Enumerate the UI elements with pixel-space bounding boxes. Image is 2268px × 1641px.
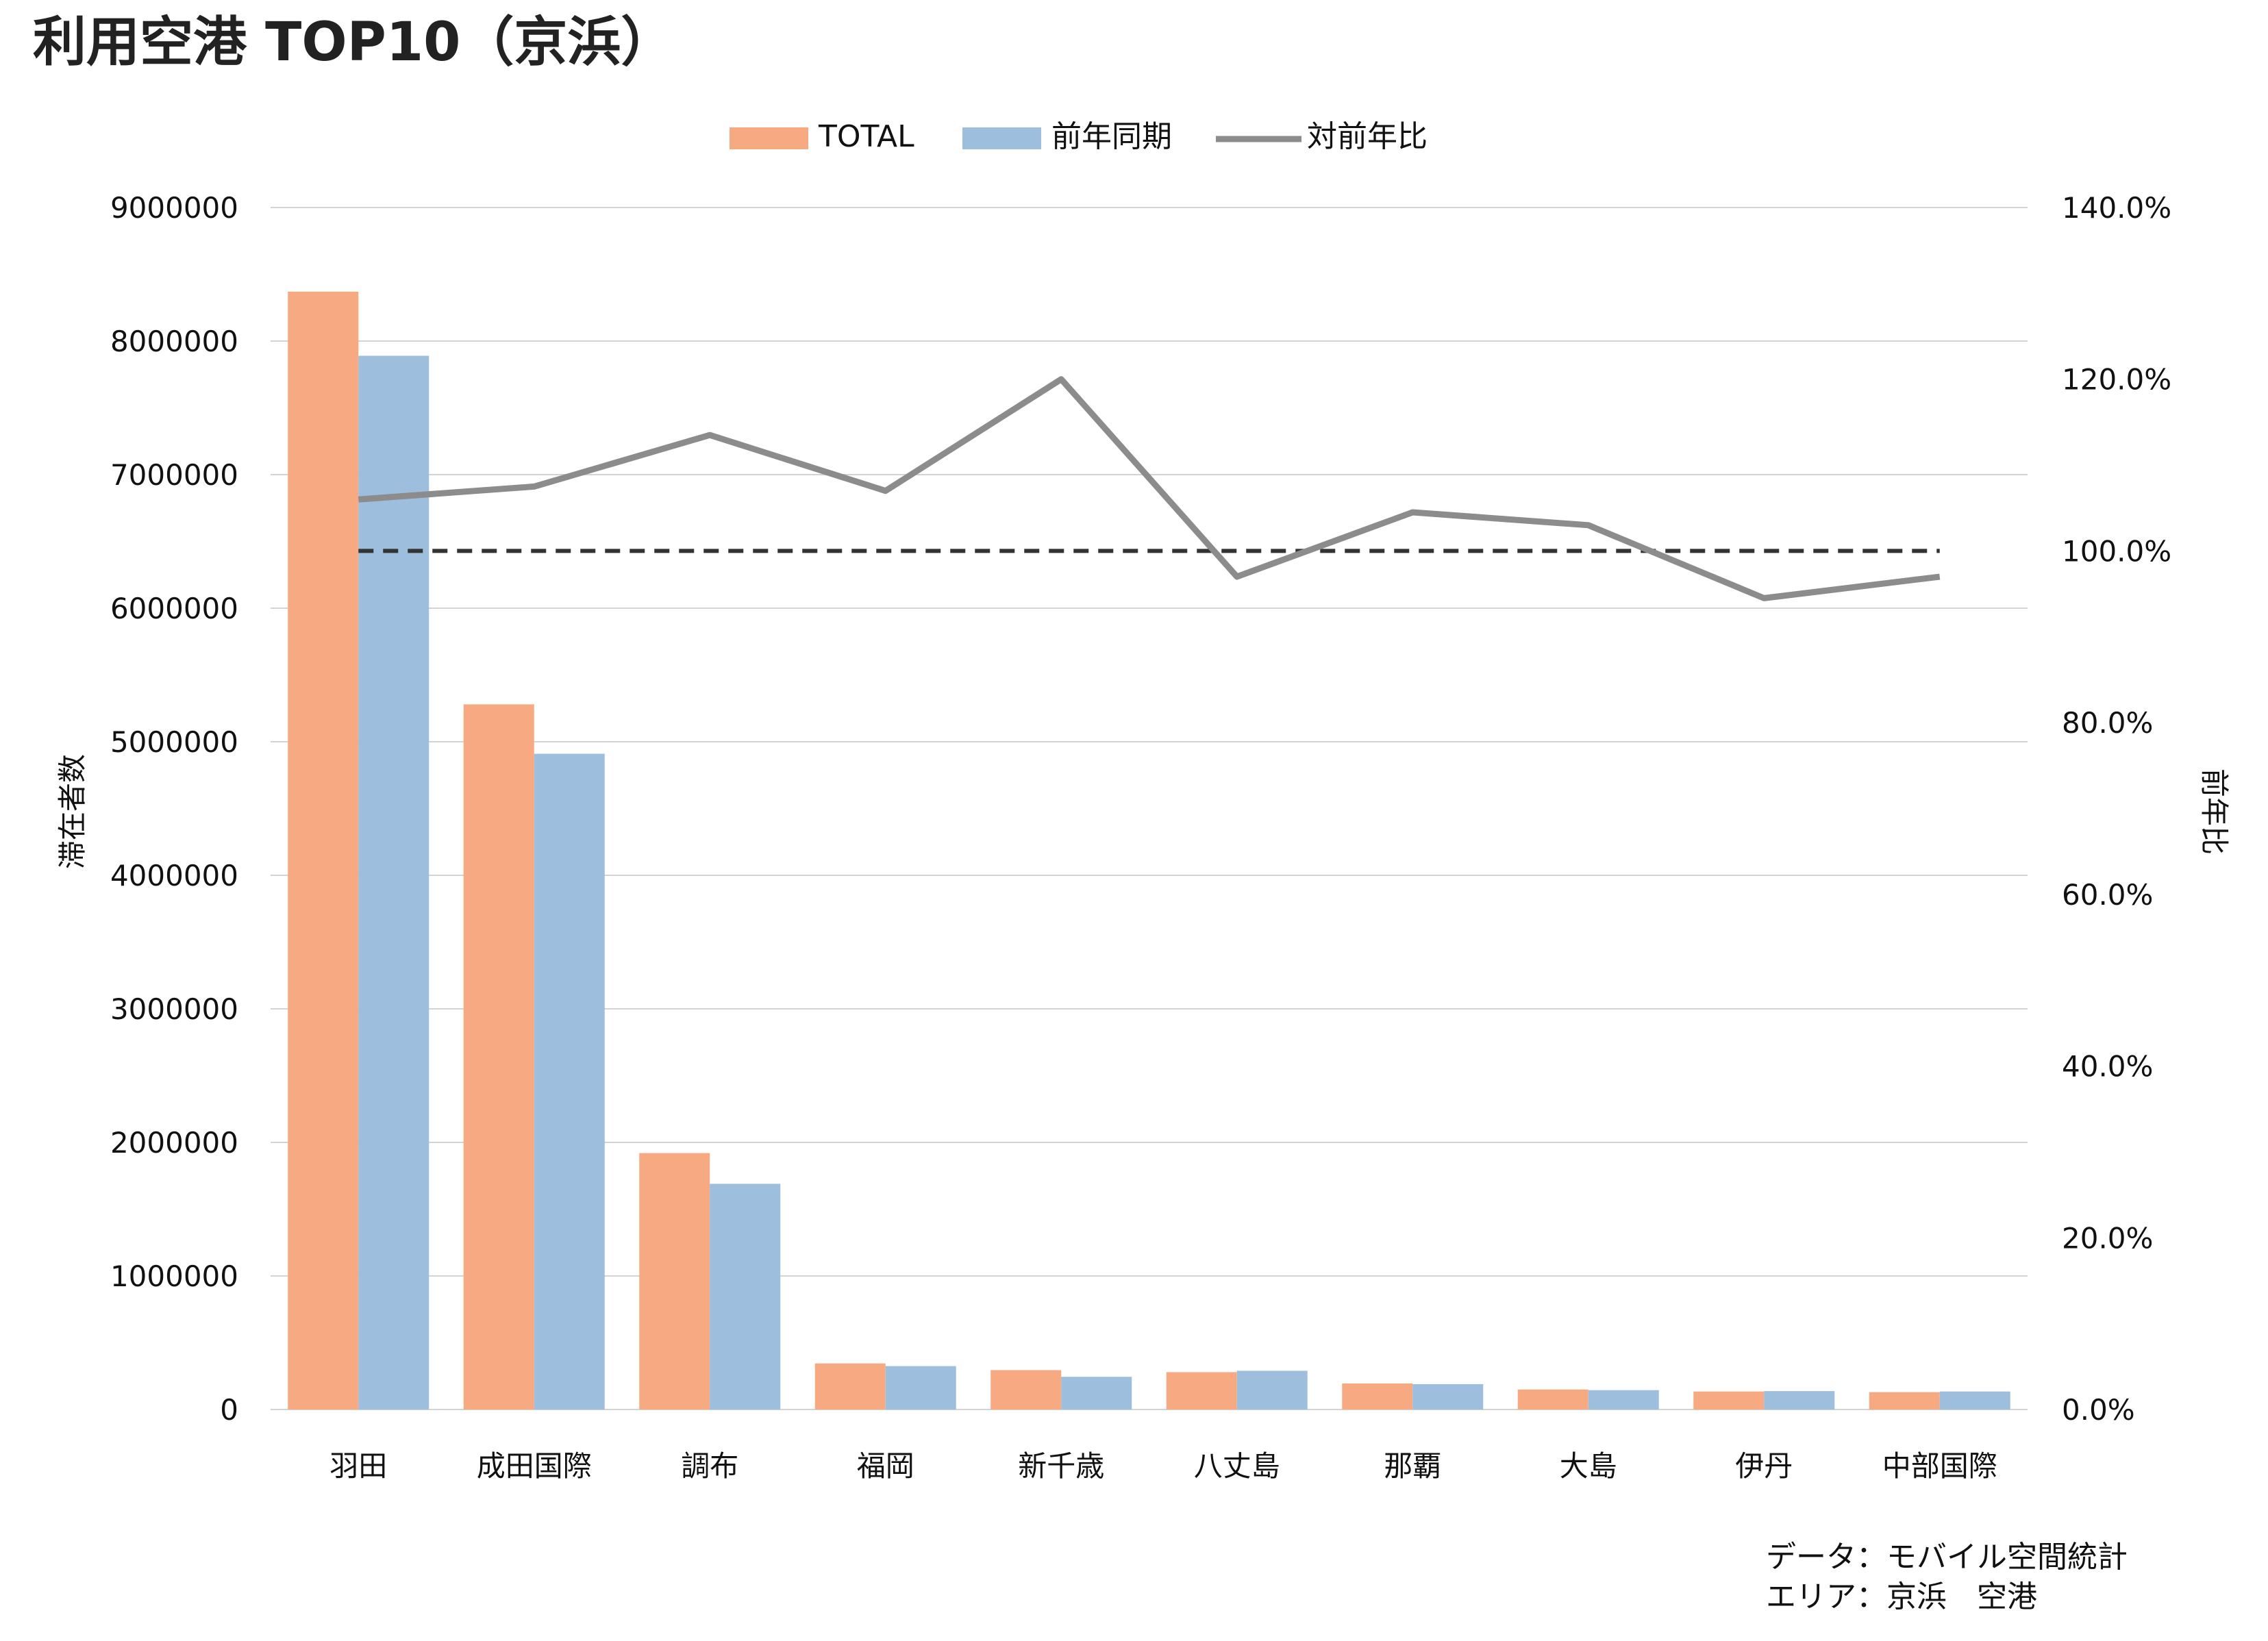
bar-prev — [1236, 1370, 1308, 1410]
y2-tick-label: 40.0% — [2062, 1050, 2153, 1083]
bar-total — [1166, 1372, 1237, 1410]
bar-prev — [1939, 1391, 2010, 1410]
y2-tick-label: 20.0% — [2062, 1221, 2153, 1255]
category-label: 那覇 — [1384, 1449, 1441, 1483]
y-axis-right-label: 前年比 — [2197, 768, 2231, 855]
bar-total — [1517, 1389, 1588, 1410]
y2-tick-label: 80.0% — [2062, 706, 2153, 740]
bar-total — [1869, 1392, 1940, 1410]
legend: TOTAL 前年同期 対前年比 — [730, 119, 1428, 154]
bar-prev — [1588, 1390, 1659, 1410]
y2-tick-label: 0.0% — [2062, 1393, 2135, 1427]
category-label: 調布 — [681, 1449, 738, 1483]
source-area: エリア：京浜 空港 — [1766, 1579, 2037, 1614]
legend-swatch-prev — [962, 127, 1041, 149]
bar-total — [814, 1363, 886, 1410]
category-label: 伊丹 — [1735, 1449, 1793, 1483]
bar-total — [1342, 1383, 1413, 1410]
bar-prev — [1412, 1383, 1484, 1410]
y-tick-label: 9000000 — [110, 191, 238, 225]
source-data: データ：モバイル空間統計 — [1766, 1540, 2128, 1575]
bars — [288, 291, 2010, 1410]
y-tick-label: 7000000 — [110, 458, 238, 492]
category-label: 中部国際 — [1882, 1449, 1997, 1483]
y-tick-label: 0 — [220, 1393, 238, 1427]
y-axis-right-ticks: 0.0% 20.0% 40.0% 60.0% 80.0% 100.0% 120.0% 140.… — [2062, 191, 2171, 1427]
bar-prev — [1764, 1391, 1835, 1410]
bar-total — [463, 704, 534, 1410]
y2-tick-label: 120.0% — [2062, 363, 2171, 397]
bar-total — [1693, 1391, 1765, 1410]
y-tick-label: 3000000 — [110, 992, 238, 1026]
legend-label-ratio: 対前年比 — [1307, 119, 1428, 154]
y2-tick-label: 140.0% — [2062, 191, 2171, 225]
y-tick-label: 1000000 — [110, 1260, 238, 1293]
category-label: 福岡 — [857, 1449, 914, 1483]
source-note: データ：モバイル空間統計 エリア：京浜 空港 — [1766, 1540, 2128, 1614]
bar-prev — [534, 753, 605, 1410]
legend-swatch-total — [730, 127, 808, 149]
category-label: 成田国際 — [477, 1449, 592, 1483]
bar-prev — [358, 355, 429, 1410]
bar-total — [288, 291, 359, 1410]
y-tick-label: 8000000 — [110, 325, 238, 358]
category-label: 大島 — [1560, 1449, 1617, 1483]
chart-title: 利用空港 TOP10（京浜） — [33, 12, 674, 73]
legend-label-prev: 前年同期 — [1051, 119, 1172, 154]
bar-total — [639, 1153, 710, 1410]
category-label: 羽田 — [329, 1449, 387, 1483]
y-tick-label: 4000000 — [110, 859, 238, 892]
category-label: 新千歳 — [1018, 1449, 1104, 1483]
category-label: 八丈島 — [1194, 1449, 1280, 1483]
y2-tick-label: 60.0% — [2062, 878, 2153, 912]
ratio-line-series — [358, 376, 1941, 601]
bar-prev — [710, 1183, 781, 1410]
y-axis-left-ticks: 0 1000000 2000000 3000000 4000000 5000000 6000… — [110, 191, 238, 1427]
bar-prev — [1061, 1377, 1132, 1410]
ratio-line — [358, 376, 1941, 601]
bar-total — [990, 1370, 1062, 1410]
y-axis-left-label: 滞在者数 — [55, 754, 89, 869]
y-tick-label: 6000000 — [110, 592, 238, 625]
y2-tick-label: 100.0% — [2062, 534, 2171, 568]
y-tick-label: 2000000 — [110, 1126, 238, 1160]
bar-prev — [885, 1366, 956, 1410]
x-axis-categories: 羽田 成田国際 調布 福岡 新千歳 八丈島 那覇 大島 伊丹 中部国際 — [329, 1449, 1997, 1483]
legend-label-total: TOTAL — [818, 119, 914, 154]
y-tick-label: 5000000 — [110, 725, 238, 759]
